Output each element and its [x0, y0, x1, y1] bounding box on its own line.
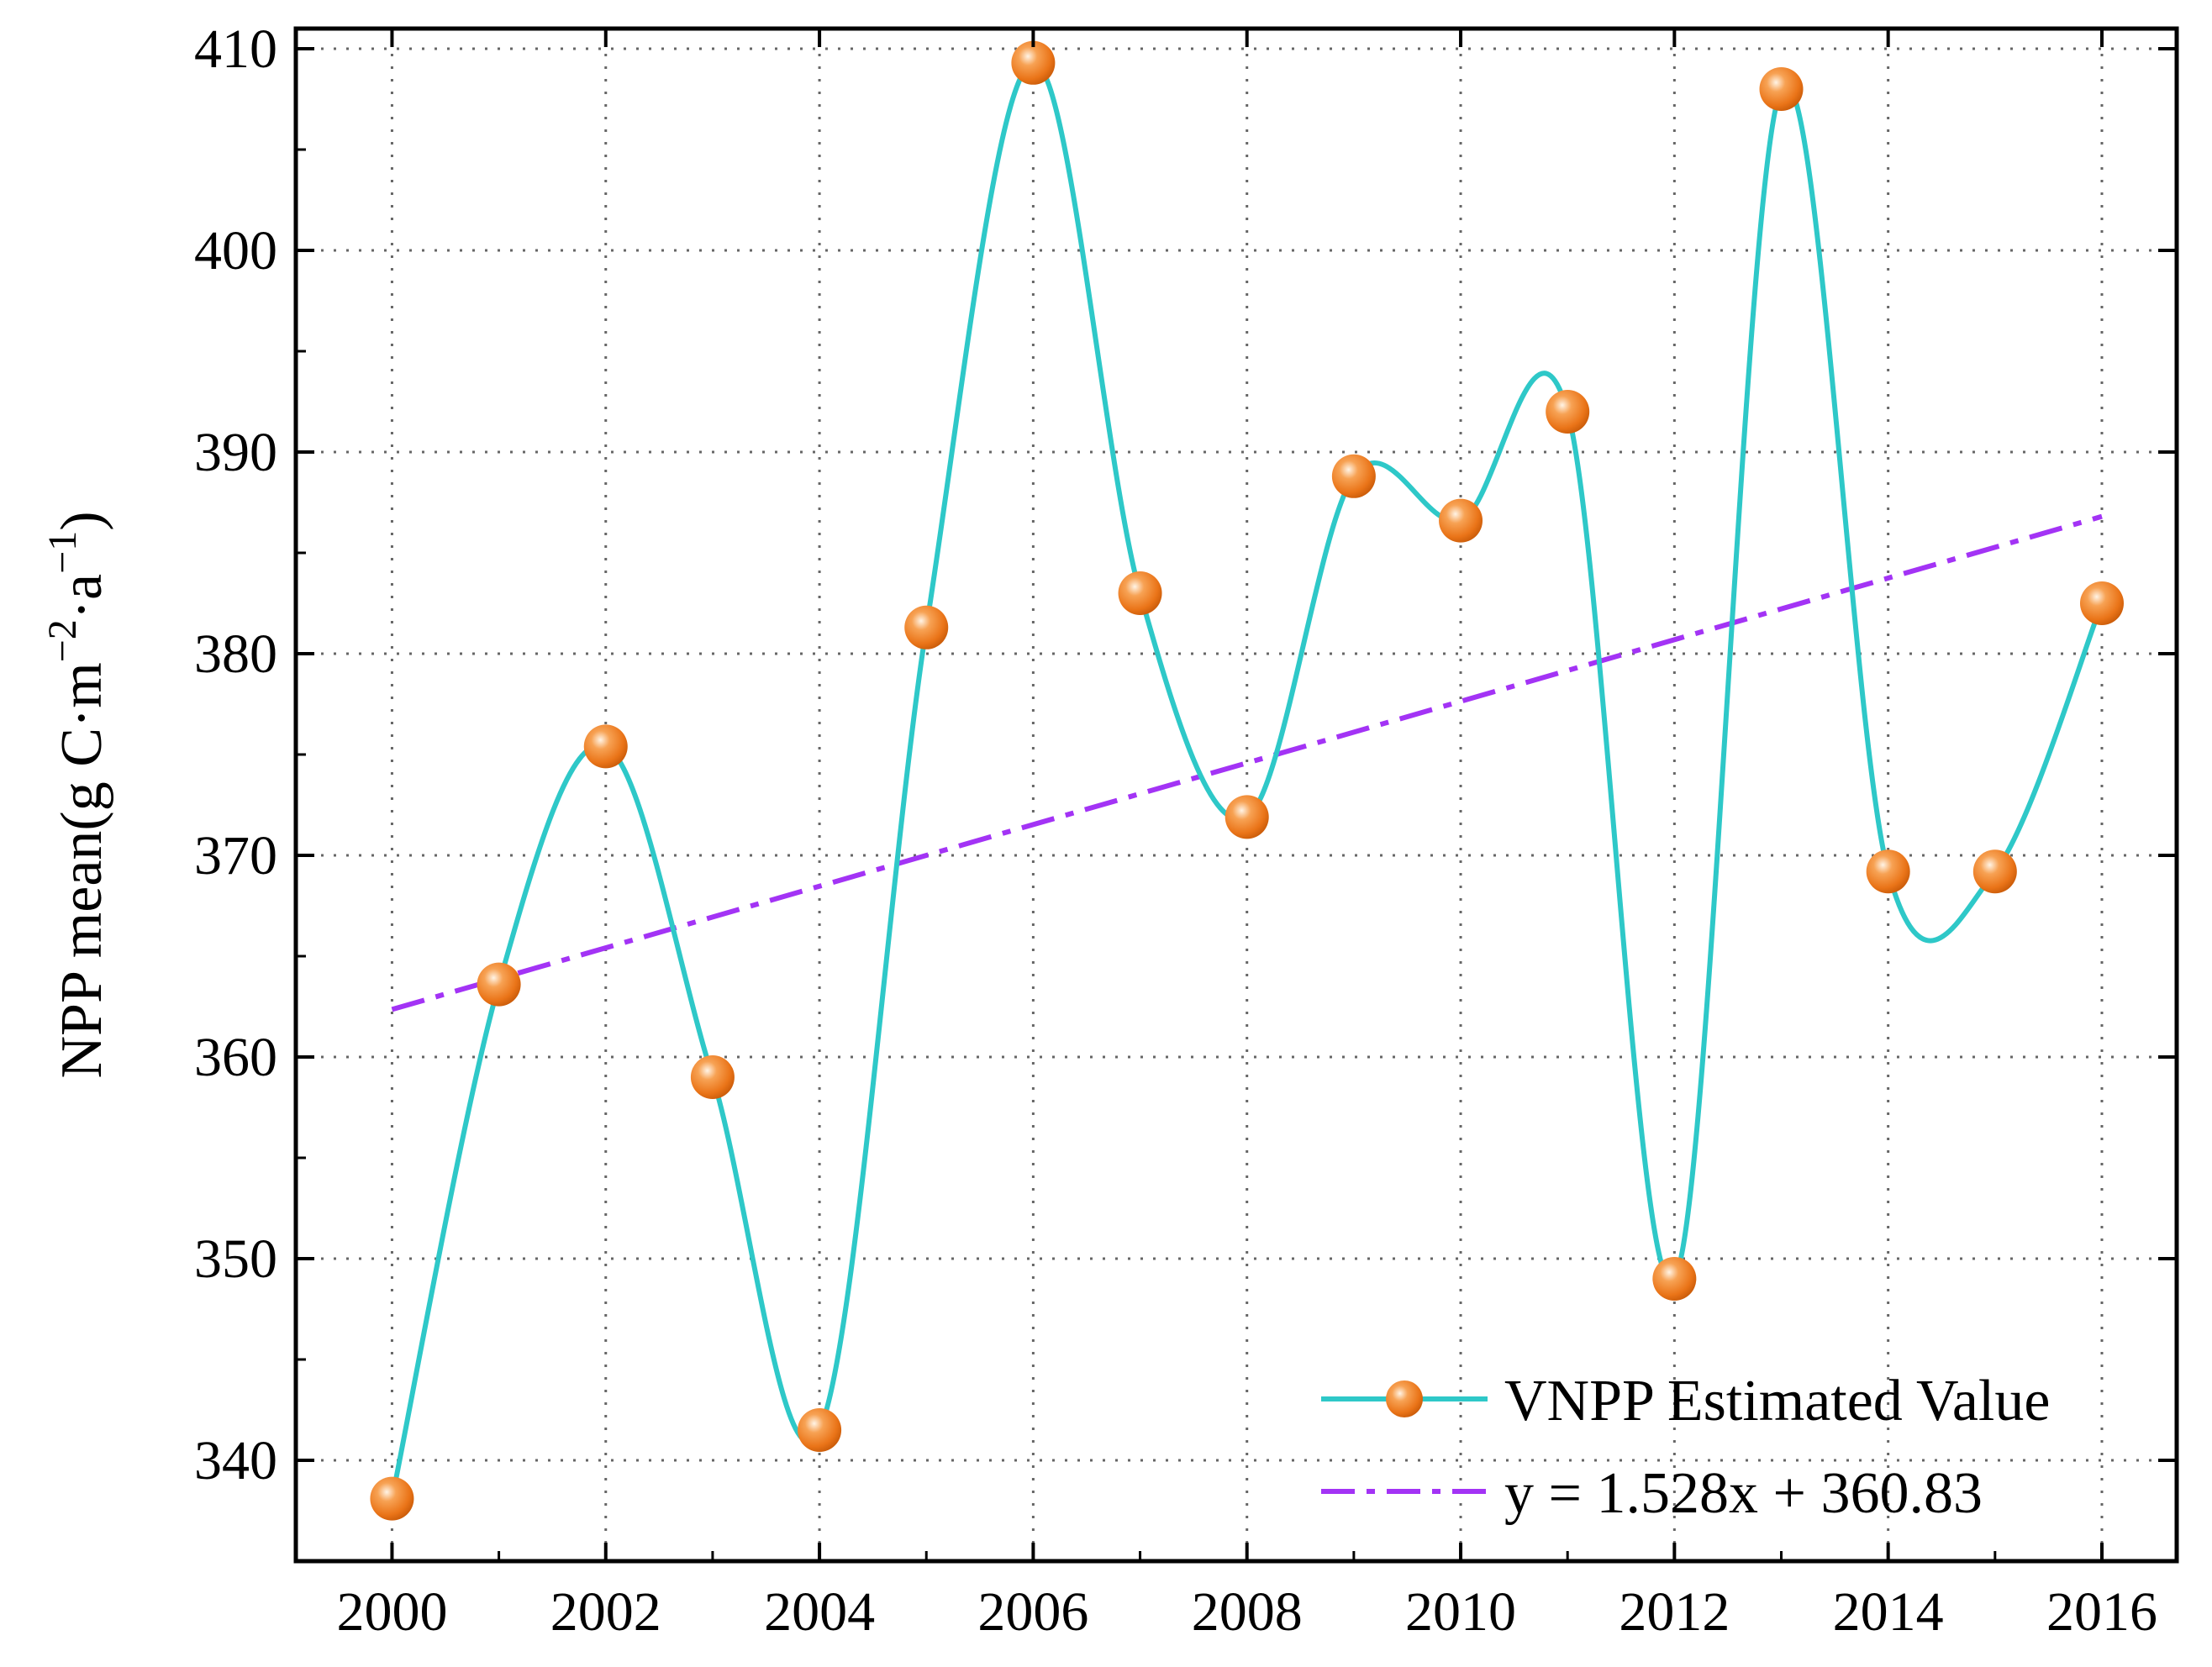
- legend-vnpp-marker: [1386, 1380, 1423, 1417]
- trend-layer: [391, 513, 2103, 1012]
- vnpp-point: [1011, 40, 1056, 85]
- vnpp-point: [904, 605, 949, 649]
- x-tick-label: 2016: [2046, 1581, 2157, 1643]
- y-axis-label-mid: ·a: [50, 574, 114, 619]
- y-tick-label: 390: [194, 422, 277, 483]
- y-axis-label-end: ): [50, 511, 114, 530]
- x-tick-label: 2014: [1833, 1581, 1944, 1643]
- vnpp-point: [690, 1055, 735, 1099]
- y-axis-label-sup2: −1: [40, 531, 85, 574]
- y-tick-label: 360: [194, 1027, 277, 1088]
- vnpp-point: [1439, 498, 1483, 543]
- y-axis-label-main: NPP mean(g C·m: [50, 662, 114, 1078]
- vnpp-point: [2079, 581, 2124, 625]
- vnpp-point: [1652, 1257, 1697, 1301]
- vnpp-point: [1224, 795, 1269, 839]
- tick-layer: 2000 2002 2004 2006 2008 2010 2012 2014 2016 340 3…: [194, 18, 2177, 1643]
- x-tick-label: 2008: [1192, 1581, 1303, 1643]
- vnpp-point: [583, 724, 628, 769]
- y-axis-label-sup1: −2: [40, 619, 85, 662]
- x-tick-label: 2000: [336, 1581, 447, 1643]
- y-axis-label: NPP mean(g C·m−2·a−1): [40, 511, 114, 1078]
- x-tick-label: 2012: [1619, 1581, 1730, 1643]
- vnpp-point: [1866, 849, 1910, 894]
- x-tick-label: 2004: [764, 1581, 875, 1643]
- grid-layer: [296, 29, 2177, 1561]
- legend-trend-label: y = 1.528x + 360.83: [1504, 1461, 1983, 1526]
- y-tick-label: 370: [194, 825, 277, 886]
- y-tick-label: 380: [194, 623, 277, 685]
- vnpp-point: [1331, 454, 1376, 498]
- vnpp-point: [370, 1476, 414, 1521]
- point-layer: [370, 40, 2124, 1521]
- legend: VNPP Estimated Value y = 1.528x + 360.83: [1321, 1369, 2050, 1526]
- y-tick-label: 340: [194, 1430, 277, 1491]
- vnpp-point: [798, 1408, 842, 1452]
- vnpp-point: [1972, 849, 2017, 894]
- y-tick-label: 350: [194, 1228, 277, 1290]
- y-tick-label: 400: [194, 220, 277, 281]
- x-tick-label: 2002: [550, 1581, 661, 1643]
- plot-frame: [293, 26, 2179, 1564]
- curve-layer: [389, 60, 2104, 1500]
- vnpp-point: [1118, 571, 1162, 615]
- vnpp-curve: [389, 60, 2104, 1500]
- vnpp-point: [1546, 390, 1590, 434]
- legend-vnpp-label: VNPP Estimated Value: [1504, 1369, 2050, 1433]
- x-tick-label: 2010: [1405, 1581, 1516, 1643]
- vnpp-point: [477, 962, 521, 1007]
- vnpp-point: [1759, 67, 1804, 111]
- trend-line: [391, 513, 2103, 1012]
- y-tick-label: 410: [194, 18, 277, 80]
- x-tick-label: 2006: [977, 1581, 1088, 1643]
